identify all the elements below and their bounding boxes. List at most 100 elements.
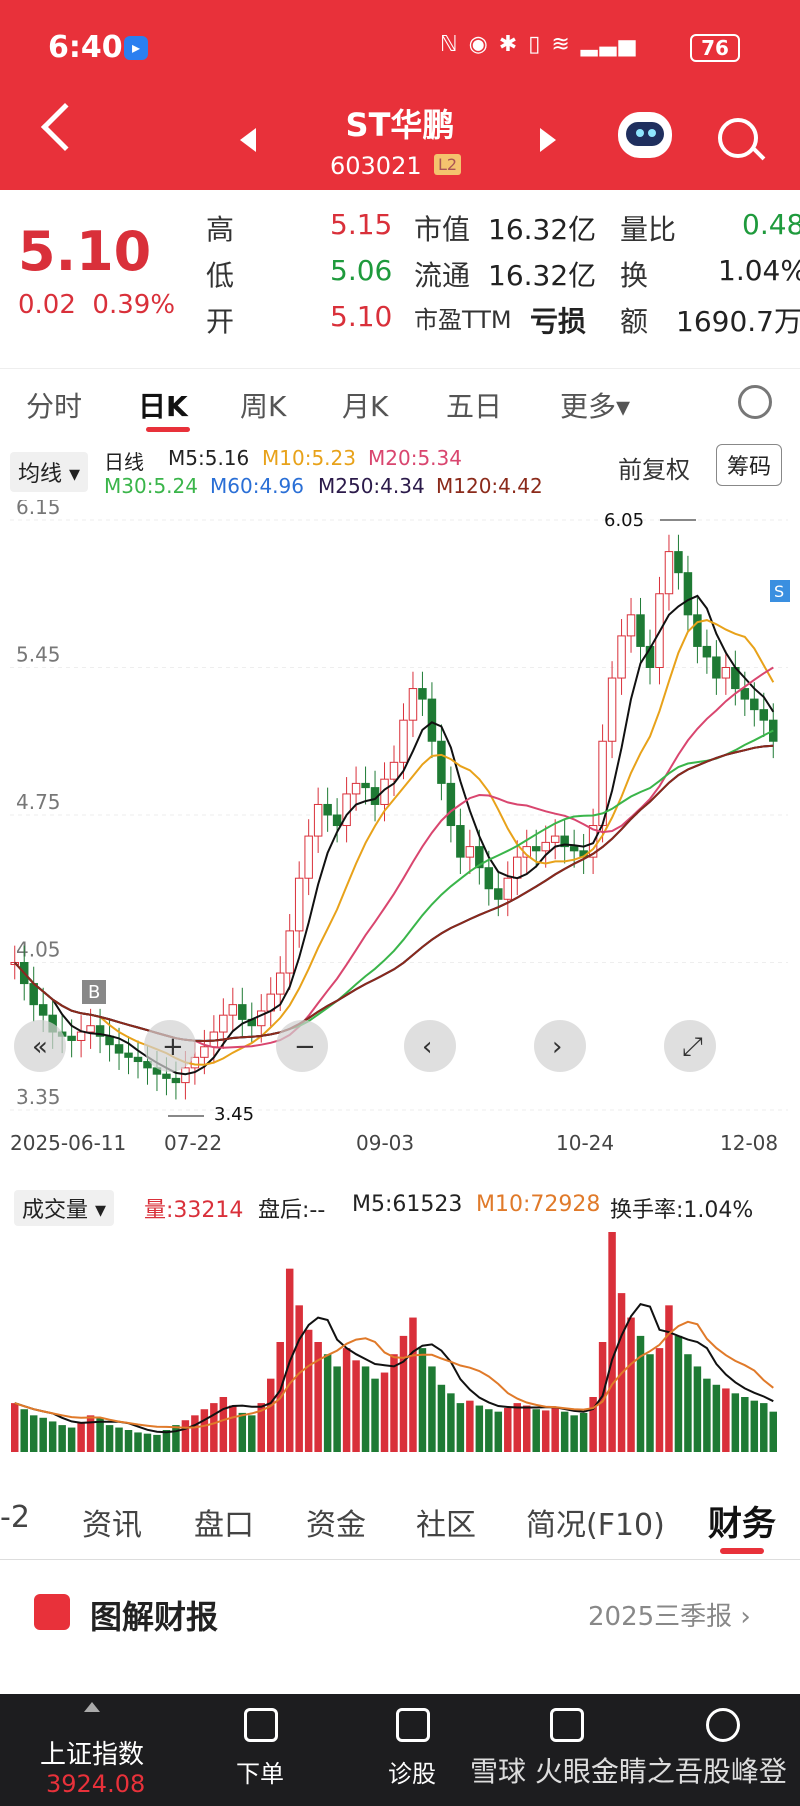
ma-selector[interactable]: 均线 ▾ — [10, 452, 89, 492]
candle-body — [636, 614, 645, 647]
candle-body — [617, 635, 626, 679]
volume-bar — [560, 1411, 569, 1452]
open-value: 5.10 — [330, 300, 393, 333]
volume-bar — [485, 1409, 493, 1452]
volume-bar — [636, 1335, 645, 1452]
tab-five-day[interactable]: 五日 — [446, 390, 503, 423]
volume-bar — [712, 1384, 721, 1452]
candle-body — [389, 761, 399, 780]
tab-orderbook[interactable]: 盘口 — [194, 1508, 254, 1543]
menu-icon[interactable] — [706, 1708, 740, 1742]
candle-body — [76, 1031, 86, 1041]
candle-body — [313, 803, 323, 837]
tab-capital[interactable]: 资金 — [306, 1508, 366, 1543]
ma250-label: M250:4.34 — [318, 474, 425, 498]
svg-text:‹: ‹ — [422, 1032, 432, 1062]
volume-bar — [513, 1403, 521, 1452]
order-icon[interactable] — [244, 1708, 278, 1742]
ma120-label: M120:4.42 — [436, 474, 543, 498]
volume-bar — [134, 1432, 142, 1452]
volume-bar — [674, 1335, 683, 1452]
search-icon[interactable] — [718, 118, 758, 158]
buy-marker-label: B — [88, 982, 100, 1003]
candle-body — [285, 930, 294, 974]
volume-m5: M5:61523 — [352, 1192, 463, 1217]
prev-candle-icon[interactable]: ‹ — [404, 1020, 456, 1072]
tab-daily-k[interactable]: 日K — [138, 390, 188, 423]
diagnose-icon[interactable] — [396, 1708, 430, 1742]
kline-chart[interactable]: 6.15 5.45 4.75 4.05 3.35 6.05 3.45 B S 2025-06-11… — [0, 500, 800, 1160]
volume-chart[interactable] — [0, 1222, 800, 1462]
stock-code: 603021 — [330, 152, 422, 180]
candle-body — [475, 846, 484, 869]
order-label[interactable]: 下单 — [236, 1760, 284, 1788]
diagnose-label[interactable]: 诊股 — [388, 1760, 436, 1788]
zoom-out-icon[interactable]: − — [276, 1020, 328, 1072]
candle-body — [645, 645, 655, 669]
volume-bar — [741, 1397, 749, 1452]
index-value: 3924.08 — [46, 1770, 146, 1798]
tab-community[interactable]: 社区 — [416, 1508, 476, 1543]
tab-intraday[interactable]: 分时 — [26, 390, 83, 423]
x-tick-label: 07-22 — [164, 1131, 222, 1155]
volume-ma10-line — [14, 1320, 774, 1429]
next-stock-icon[interactable] — [540, 128, 556, 152]
fullscreen-icon[interactable]: ⤢ — [664, 1020, 716, 1072]
tab-f10[interactable]: 简况(F10) — [526, 1508, 665, 1543]
candle-body — [124, 1052, 133, 1058]
low-value: 5.06 — [330, 254, 393, 287]
tab-finance[interactable]: 财务 — [708, 1504, 776, 1544]
volume-bar — [314, 1342, 322, 1452]
zoom-in-icon[interactable]: + — [144, 1020, 196, 1072]
adjust-mode[interactable]: 前复权 — [618, 456, 690, 484]
volume-bar — [475, 1405, 484, 1452]
volume-bar — [200, 1409, 209, 1452]
scroll-left-icon[interactable]: « — [14, 1020, 66, 1072]
tab-weekly-k[interactable]: 周K — [240, 390, 287, 423]
volume-selector[interactable]: 成交量 ▾ — [14, 1190, 115, 1226]
volratio-label: 量比 — [620, 213, 677, 246]
ma5-label: M5:5.16 — [168, 446, 250, 470]
report-period[interactable]: 2025三季报 › — [588, 1602, 751, 1632]
volume-bar — [105, 1425, 114, 1452]
volume-bar — [371, 1378, 379, 1452]
status-icons: ℕ ◉ ✱ ▯ ≋ ▂▃▅ — [440, 32, 638, 57]
volume-bar — [361, 1366, 370, 1452]
after-hours-label: 盘后:-- — [258, 1198, 326, 1223]
candle-body — [702, 645, 712, 658]
watermark-text: 雪球 火眼金睛之吾股峰登 — [470, 1755, 787, 1788]
index-name[interactable]: 上证指数 — [40, 1740, 145, 1770]
volume-bar — [456, 1403, 465, 1452]
chart-settings-icon[interactable] — [738, 385, 772, 419]
next-candle-icon[interactable]: › — [534, 1020, 586, 1072]
y-tick-label: 4.75 — [16, 790, 61, 814]
volume-bar — [409, 1317, 417, 1452]
candle-body — [114, 1044, 124, 1054]
candle-body — [408, 688, 418, 721]
financial-report-row[interactable]: 图解财报 2025三季报 › — [0, 1562, 800, 1662]
expand-up-icon[interactable] — [84, 1702, 100, 1712]
candle-body — [171, 1077, 181, 1084]
volume-bar — [760, 1403, 768, 1452]
low-label: 低 — [206, 259, 235, 292]
low-annotation: 3.45 — [214, 1104, 254, 1125]
minus-icon[interactable] — [550, 1708, 584, 1742]
volume-bar — [191, 1415, 199, 1452]
tab-more[interactable]: 更多▾ — [560, 390, 631, 423]
prev-stock-icon[interactable] — [240, 128, 256, 152]
robot-assistant-icon[interactable] — [618, 112, 672, 158]
volume-bar — [238, 1412, 247, 1452]
sell-marker — [770, 580, 790, 602]
tab-monthly-k[interactable]: 月K — [342, 390, 389, 423]
candle-body — [740, 688, 750, 700]
turnover-label: 换 — [620, 259, 649, 292]
ma-line-m120 — [13, 744, 774, 1043]
chip-distribution-button[interactable]: 筹码 — [716, 444, 783, 486]
active-tab-indicator — [146, 427, 190, 432]
tab-news[interactable]: 资讯 — [82, 1508, 142, 1543]
volume-bar — [323, 1354, 332, 1452]
svg-text:+: + — [162, 1032, 184, 1062]
tab-prev-partial[interactable]: -2 — [0, 1500, 30, 1535]
quote-panel: 5.10 0.02 0.39% 高 5.15 低 5.06 开 5.10 市值 … — [0, 190, 800, 350]
volume-bar — [39, 1417, 47, 1452]
